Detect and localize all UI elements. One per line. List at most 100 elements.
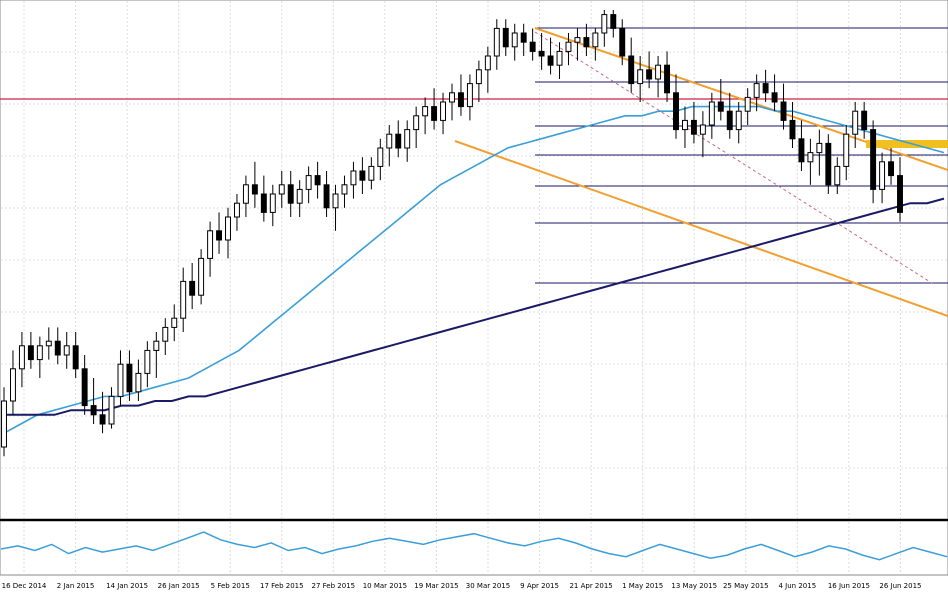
candle-body — [861, 110, 868, 131]
candle-body — [162, 326, 169, 342]
candle-body — [422, 106, 429, 117]
candle-body — [269, 193, 276, 213]
candle-body — [180, 280, 187, 319]
candle-body — [601, 14, 608, 34]
candle-body — [717, 101, 724, 112]
x-tick-label: 25 May 2015 — [723, 582, 769, 590]
x-tick-label: 19 Mar 2015 — [414, 582, 458, 590]
candle-body — [681, 119, 688, 131]
candle-body — [36, 345, 43, 361]
candle-body — [251, 184, 258, 195]
x-tick-label: 4 Jun 2015 — [779, 582, 817, 590]
candle-body — [323, 184, 330, 209]
x-tick-label: 26 Jan 2015 — [158, 582, 200, 590]
candle-body — [780, 101, 787, 121]
candle-body — [690, 119, 697, 135]
candle-body — [45, 340, 52, 347]
candle-body — [484, 55, 491, 71]
x-tick-label: 5 Feb 2015 — [211, 582, 250, 590]
candle-body — [538, 50, 545, 57]
x-tick-label: 1 May 2015 — [622, 582, 663, 590]
candle-body — [135, 372, 142, 393]
candle-body — [610, 14, 617, 29]
candle-body — [359, 170, 366, 181]
candle-body — [556, 50, 563, 66]
candle-body — [879, 161, 886, 190]
candle-body — [744, 96, 751, 112]
candle-body — [153, 340, 160, 351]
candle-body — [9, 368, 16, 402]
candle-body — [502, 27, 509, 48]
candle-body — [583, 37, 590, 48]
candle-body — [708, 101, 715, 126]
x-tick-label: 14 Jan 2015 — [106, 582, 148, 590]
candle-body — [789, 119, 796, 140]
highlight-zone — [866, 140, 948, 148]
x-tick-label: 21 Apr 2015 — [569, 582, 612, 590]
candle-body — [404, 129, 411, 149]
candle-body — [726, 110, 733, 131]
x-tick-label: 27 Feb 2015 — [312, 582, 356, 590]
candle-body — [511, 32, 518, 48]
candle-body — [207, 230, 214, 259]
indicator-layer — [0, 531, 948, 561]
candle-body — [90, 405, 97, 416]
candle-body — [735, 110, 742, 131]
candle-body — [54, 340, 61, 356]
candle-body — [395, 133, 402, 149]
candle-body — [72, 345, 79, 370]
candle-body — [296, 188, 303, 204]
candle-body — [888, 161, 895, 177]
candle-body — [1, 400, 7, 448]
candle-body — [63, 345, 70, 356]
candle-body — [225, 216, 231, 241]
channel-lower-line — [454, 140, 948, 317]
candle-body — [628, 55, 635, 85]
candle-body — [126, 363, 133, 393]
candle-body — [377, 147, 384, 167]
horizontal-lines-layer — [0, 27, 948, 284]
x-tick-label: 2 Jan 2015 — [57, 582, 95, 590]
x-tick-label: 10 Mar 2015 — [363, 582, 407, 590]
candle-body — [816, 142, 823, 154]
candle-layer — [1, 10, 903, 457]
candle-body — [565, 41, 572, 52]
candle-body — [753, 83, 760, 98]
candle-body — [81, 368, 88, 407]
candle-body — [798, 138, 805, 163]
x-tick-layer: 16 Dec 2014 2 Jan 2015 14 Jan 2015 26 Jan 2… — [2, 582, 948, 590]
candle-body — [646, 69, 653, 80]
candle-body — [771, 92, 778, 103]
candle-body — [834, 165, 841, 186]
indicator-line — [0, 531, 948, 561]
candle-body — [637, 69, 644, 85]
candle-body — [332, 193, 339, 209]
candle-body — [431, 106, 438, 121]
candle-body — [673, 92, 679, 131]
slow-moving-average-line — [4, 197, 945, 416]
candle-body — [762, 83, 769, 94]
candle-body — [108, 395, 115, 425]
candle-body — [870, 129, 877, 190]
candle-body — [287, 184, 294, 204]
candle-body — [825, 142, 832, 186]
candle-body — [457, 92, 464, 108]
candle-body — [198, 257, 205, 296]
candle-body — [493, 27, 500, 57]
candle-body — [189, 280, 196, 296]
dashed-trend-line — [534, 31, 936, 286]
x-tick-label: 9 Apr 2015 — [520, 582, 559, 590]
moving-average-layer — [3, 105, 945, 434]
x-tick-label: 26 Jun 2015 — [879, 582, 921, 590]
candle-body — [314, 175, 321, 186]
fast-moving-average-line — [3, 105, 945, 434]
candle-body — [852, 110, 859, 135]
candle-body — [475, 69, 482, 85]
candle-body — [655, 64, 662, 80]
x-tick-label: 13 May 2015 — [671, 582, 717, 590]
candle-body — [233, 202, 240, 218]
candle-body — [341, 184, 348, 195]
x-tick-label: 30 Mar 2015 — [466, 582, 510, 590]
